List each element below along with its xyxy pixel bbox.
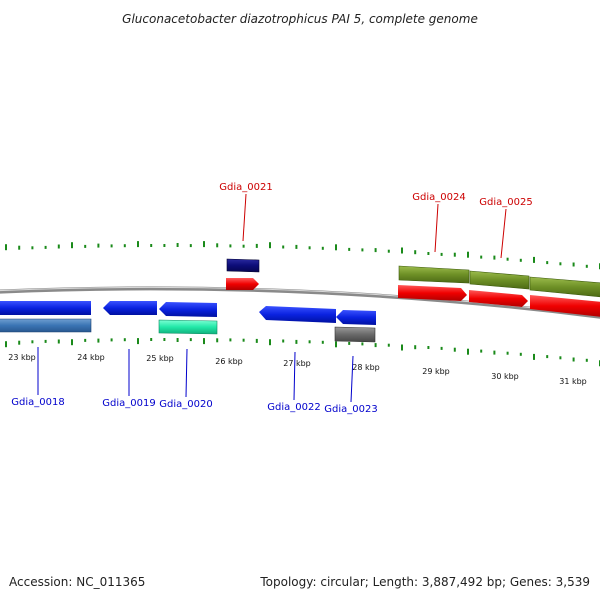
scale-label: 25 kbp — [146, 354, 174, 363]
gene-gdia-0020-product[interactable] — [158, 319, 218, 335]
gene-gdia-0023-arrow[interactable] — [336, 310, 376, 325]
gc-skew-inner-track — [5, 338, 600, 367]
scale-labels: 23 kbp 24 kbp 25 kbp 26 kbp 27 kbp 28 kb… — [8, 353, 587, 386]
leader-line-gdia-0024 — [434, 203, 439, 253]
gene-gdia-0019-arrow[interactable] — [103, 301, 157, 315]
gene-label-gdia-0025[interactable]: Gdia_0025 — [479, 197, 532, 208]
gene-labels: Gdia_0021 Gdia_0024 Gdia_0025 Gdia_0018 … — [11, 182, 532, 415]
reverse-strand-track — [0, 301, 376, 343]
scale-label: 31 kbp — [559, 377, 587, 386]
leader-line-gdia-0025 — [500, 208, 507, 259]
gene-gdia-0024-arrow[interactable] — [398, 285, 467, 301]
gene-gdia-0025-arrow[interactable] — [469, 290, 528, 307]
gene-gdia-0023-product[interactable] — [334, 326, 376, 343]
gene-next-product[interactable] — [529, 276, 600, 298]
gene-label-gdia-0024[interactable]: Gdia_0024 — [412, 192, 465, 203]
leader-line-gdia-0021 — [242, 193, 247, 242]
gene-gdia-0022-arrow[interactable] — [259, 306, 336, 323]
scale-label: 26 kbp — [215, 357, 243, 366]
gene-label-gdia-0019[interactable]: Gdia_0019 — [102, 398, 155, 409]
gene-label-gdia-0021[interactable]: Gdia_0021 — [219, 182, 272, 193]
gene-gdia-0021-product[interactable] — [226, 258, 260, 273]
gene-label-gdia-0023[interactable]: Gdia_0023 — [324, 404, 377, 415]
gene-gdia-0025-product[interactable] — [469, 270, 530, 290]
accession-text: Accession: NC_011365 — [9, 575, 145, 589]
leader-line-gdia-0023 — [350, 355, 354, 403]
gene-label-gdia-0022[interactable]: Gdia_0022 — [267, 402, 320, 413]
gene-gdia-0024-product[interactable] — [398, 265, 470, 284]
scale-label: 28 kbp — [352, 363, 380, 372]
gene-label-leaders — [37, 193, 507, 403]
scale-label: 27 kbp — [283, 359, 311, 368]
gene-label-gdia-0020[interactable]: Gdia_0020 — [159, 399, 212, 410]
gene-gdia-0020-arrow[interactable] — [159, 302, 217, 317]
scale-label: 23 kbp — [8, 353, 36, 362]
leader-line-gdia-0022 — [293, 351, 296, 401]
genome-backbone-highlight — [0, 286, 600, 317]
genome-backbone — [0, 286, 600, 319]
scale-label: 24 kbp — [77, 353, 105, 362]
leader-line-gdia-0020 — [185, 348, 188, 398]
genome-summary-text: Topology: circular; Length: 3,887,492 bp… — [259, 575, 590, 589]
gc-skew-outer-track — [5, 241, 600, 270]
forward-strand-track — [226, 258, 600, 317]
scale-label: 30 kbp — [491, 372, 519, 381]
gene-label-gdia-0018[interactable]: Gdia_0018 — [11, 397, 64, 408]
scale-label: 29 kbp — [422, 367, 450, 376]
gene-next-arrow[interactable] — [530, 295, 600, 317]
gene-gdia-0021-arrow[interactable] — [226, 278, 259, 290]
gene-gdia-0018-product[interactable] — [0, 318, 92, 333]
gene-gdia-0018-arrow[interactable] — [0, 301, 91, 315]
map-title: Gluconacetobacter diazotrophicus PAI 5, … — [122, 12, 478, 26]
